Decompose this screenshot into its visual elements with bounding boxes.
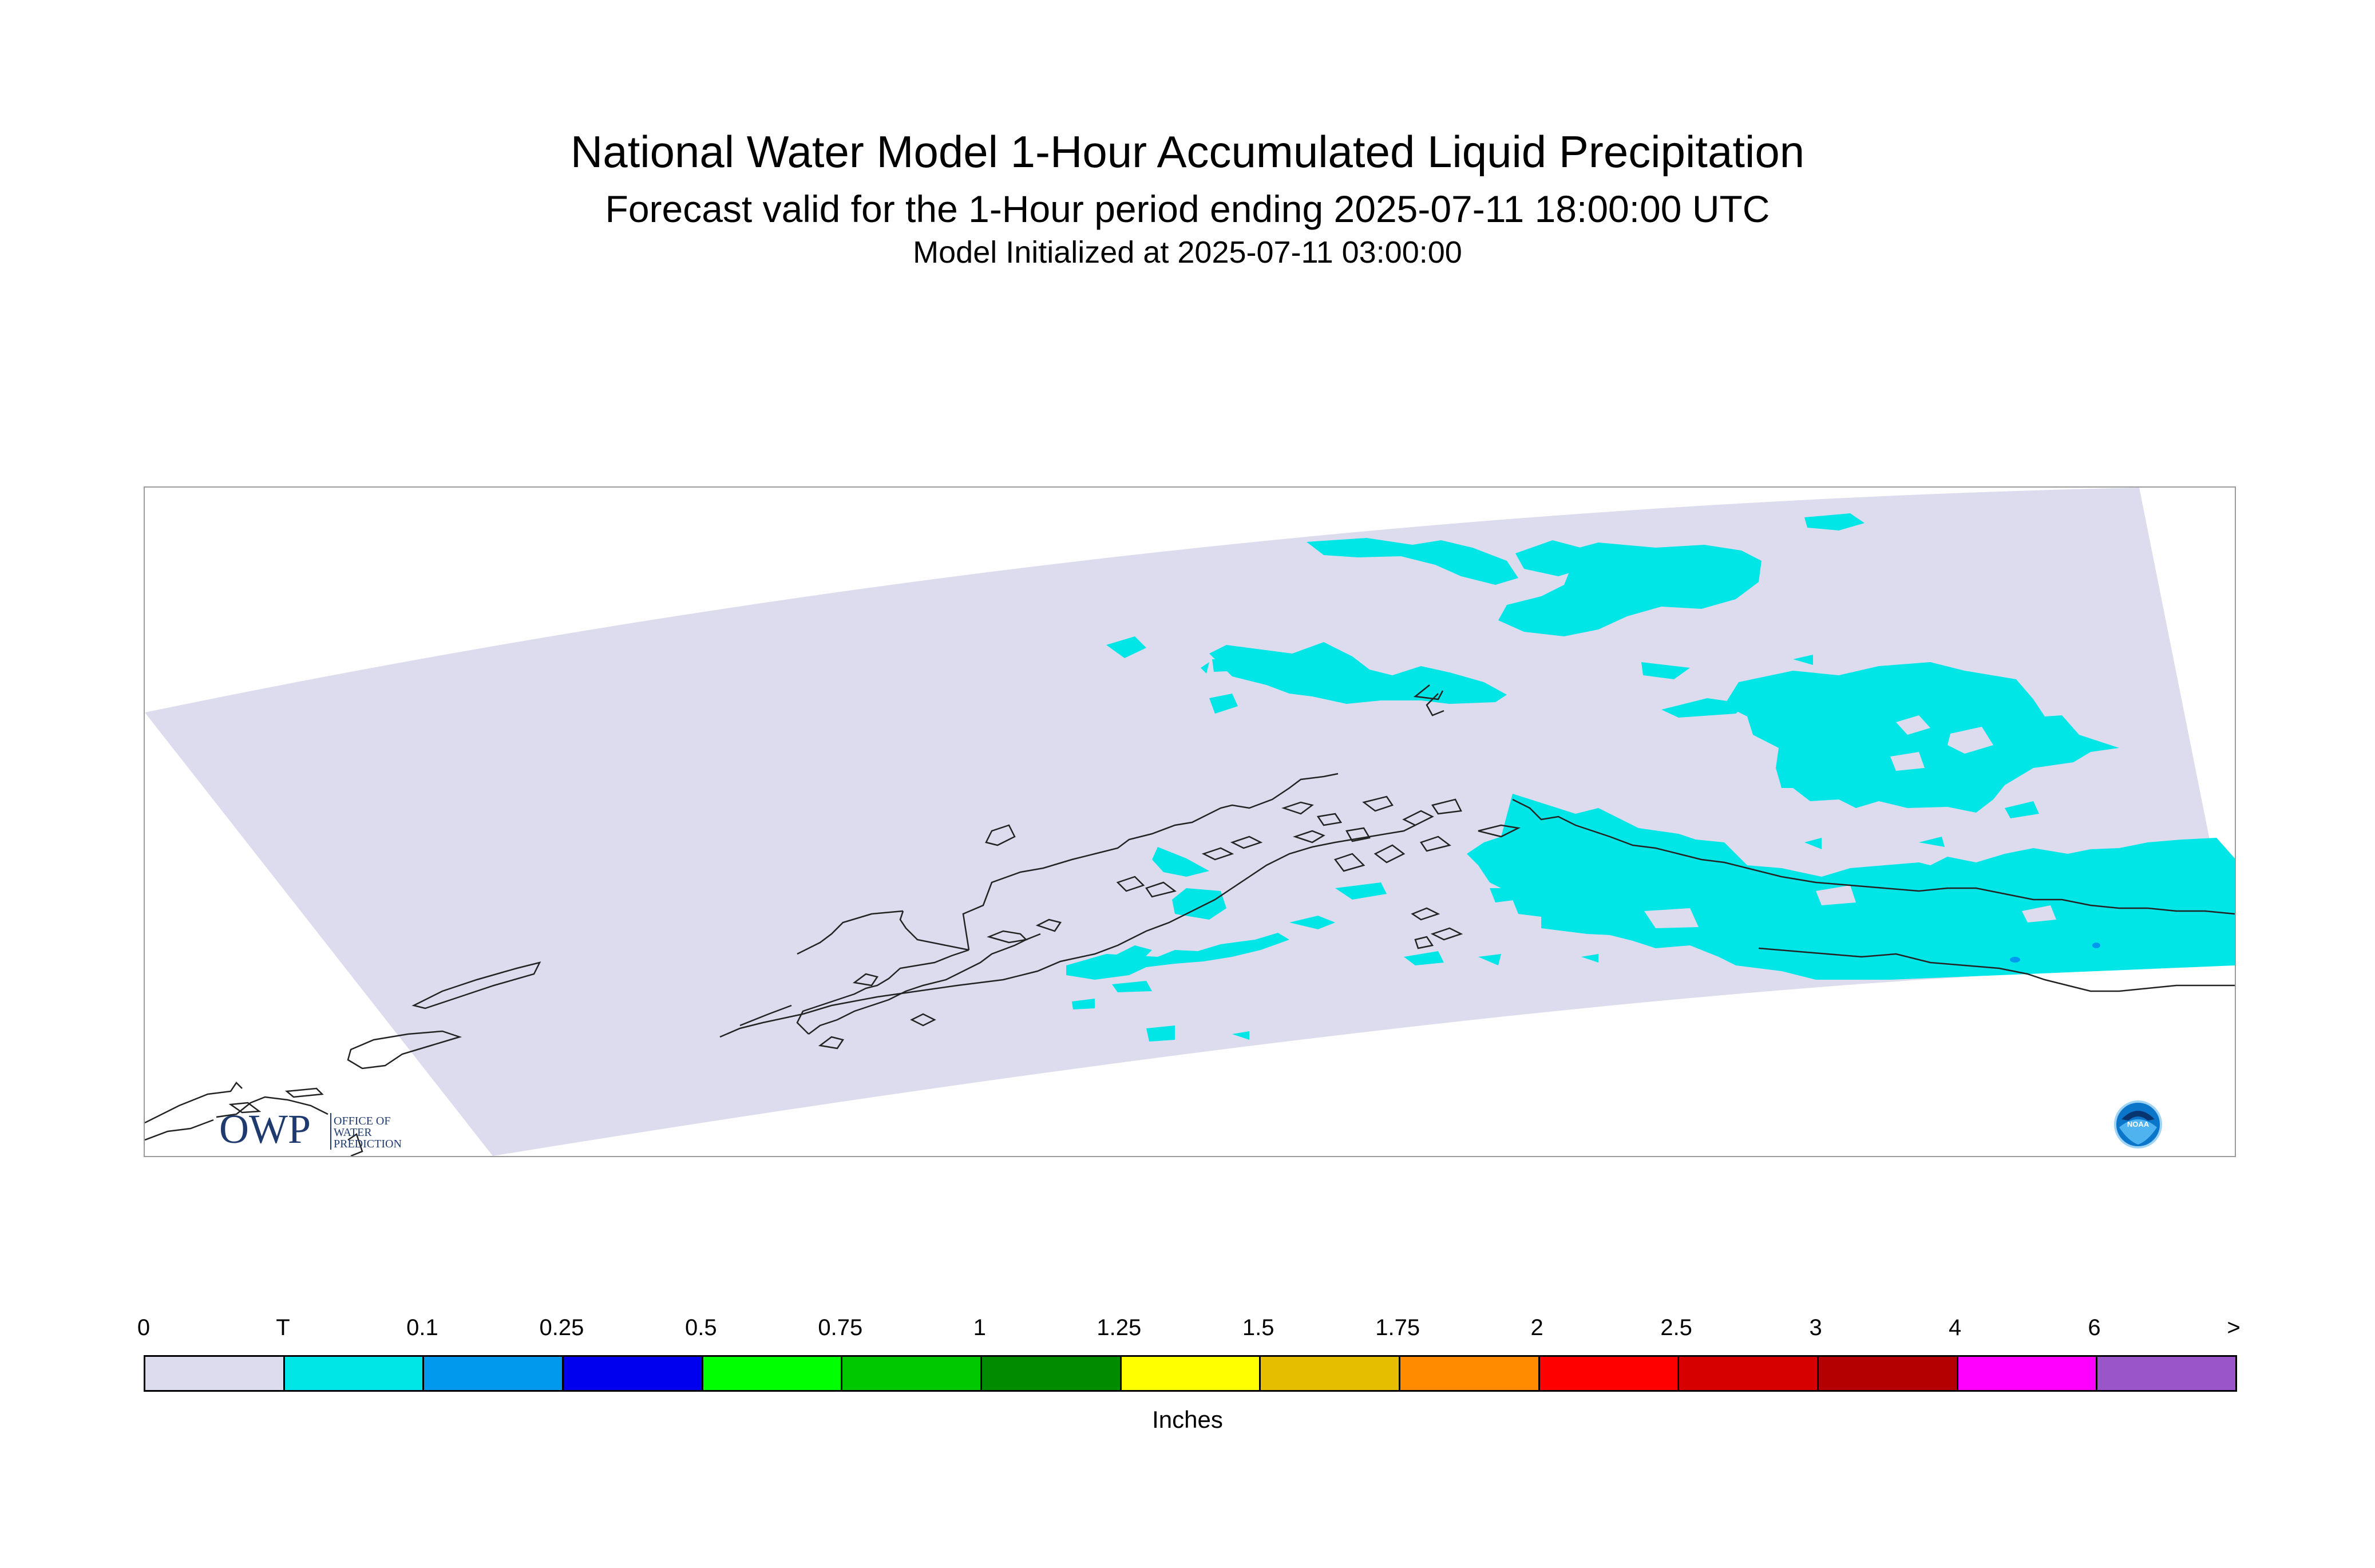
precipitation-colorbar: [144, 1355, 2237, 1392]
colorbar-swatch-2: [424, 1357, 564, 1390]
colorbar-label: 2.5: [1660, 1315, 1692, 1340]
colorbar-label: 1.5: [1242, 1315, 1274, 1340]
colorbar-tick-labels: 0 T 0.1 0.25 0.5 0.75 1 1.25 1.5 1.75 2 2.5 3 4 6 >: [137, 1315, 2241, 1349]
colorbar-swatch-11: [1679, 1357, 1819, 1390]
owp-logo-line3: PREDICTION: [334, 1138, 402, 1150]
colorbar-label: 0.75: [818, 1315, 863, 1340]
colorbar-swatch-8: [1261, 1357, 1401, 1390]
forecast-valid-subtitle: Forecast valid for the 1-Hour period end…: [605, 188, 1770, 230]
colorbar-swatch-12: [1819, 1357, 1958, 1390]
colorbar-label: >: [2227, 1315, 2241, 1340]
colorbar-swatch-9: [1400, 1357, 1540, 1390]
colorbar-label: 1.25: [1097, 1315, 1142, 1340]
colorbar-label: 1: [973, 1315, 986, 1340]
noaa-logo-mark: NOAA: [2127, 1120, 2150, 1129]
owp-logo-line1: OFFICE OF: [334, 1115, 390, 1127]
colorbar-swatch-5: [842, 1357, 983, 1390]
owp-logo-mark: OWP: [219, 1108, 311, 1152]
model-init-subtitle: Model Initialized at 2025-07-11 03:00:00: [913, 235, 1462, 270]
precipitation-areas: [1066, 513, 2235, 1042]
colorbar-swatch-4: [703, 1357, 843, 1390]
owp-logo-line2: WATER: [334, 1126, 372, 1139]
colorbar-swatch-1: [284, 1357, 425, 1390]
colorbar-label: 2: [1530, 1315, 1543, 1340]
colorbar-swatch-7: [1121, 1357, 1261, 1390]
colorbar-label: 0: [137, 1315, 151, 1340]
precipitation-map: OWP OFFICE OF WATER PREDICTION NOAA: [144, 486, 2236, 1157]
colorbar-units: Inches: [1152, 1406, 1223, 1433]
colorbar-label: 4: [1948, 1315, 1962, 1340]
colorbar-label: 6: [2088, 1315, 2101, 1340]
precipitation-gaps: [1644, 715, 2056, 928]
colorbar-label: 3: [1809, 1315, 1822, 1340]
colorbar-swatch-0: [145, 1357, 285, 1390]
colorbar-swatch-6: [982, 1357, 1122, 1390]
colorbar-label: 0.25: [539, 1315, 584, 1340]
colorbar-swatch-13: [1958, 1357, 2098, 1390]
colorbar-swatch-14: [2097, 1357, 2236, 1390]
colorbar-label: 1.75: [1375, 1315, 1420, 1340]
model-domain-area: [145, 488, 2235, 1156]
coastlines: [145, 684, 2235, 1156]
colorbar-label: 0.1: [406, 1315, 438, 1340]
colorbar-label: 0.5: [685, 1315, 717, 1340]
colorbar-label: T: [276, 1315, 290, 1340]
map-title: National Water Model 1-Hour Accumulated …: [570, 126, 1805, 177]
colorbar-swatch-3: [564, 1357, 703, 1390]
heavier-precipitation-spots: [2010, 943, 2100, 963]
colorbar-swatch-10: [1539, 1357, 1680, 1390]
